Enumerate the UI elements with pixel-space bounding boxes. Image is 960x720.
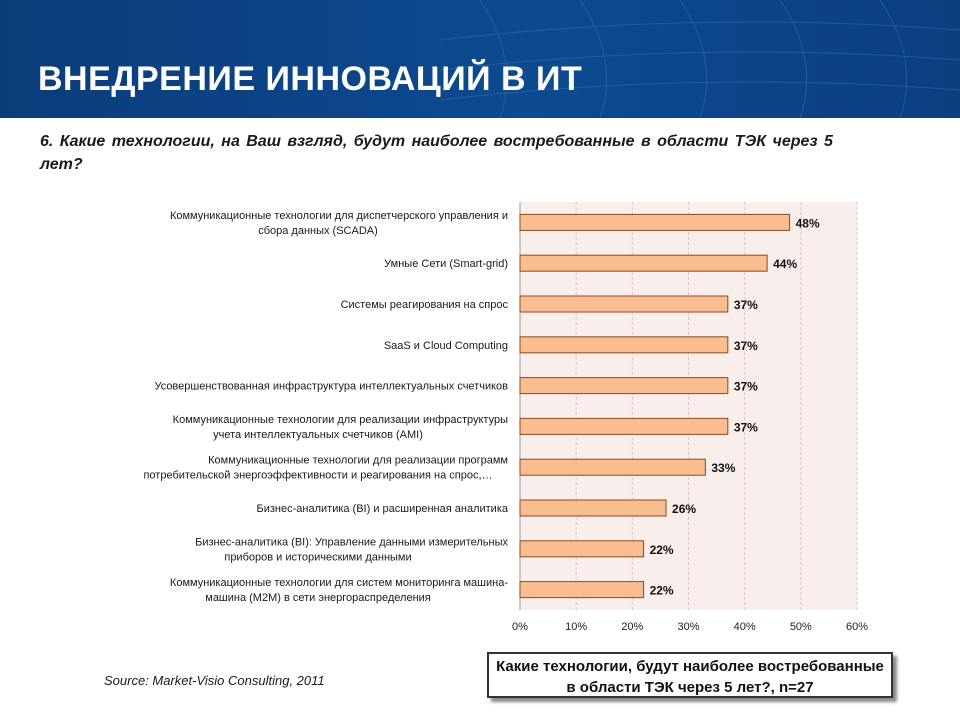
survey-question: 6. Какие технологии, на Ваш взгляд, буду… bbox=[40, 133, 833, 173]
category-label: сбора данных (SCADA) bbox=[258, 225, 378, 237]
bar bbox=[519, 417, 729, 435]
category-label: Коммуникационные технологии для реализац… bbox=[208, 455, 508, 467]
category-label: приборов и историческими данными bbox=[224, 551, 411, 563]
category-label: Бизнес-аналитика (BI): Управление данным… bbox=[195, 536, 508, 548]
x-tick-label: 50% bbox=[790, 621, 812, 633]
bar bbox=[519, 540, 645, 558]
caption-line-2: в области ТЭК через 5 лет?, n=27 bbox=[566, 679, 814, 696]
x-tick-label: 10% bbox=[565, 621, 587, 633]
category-label: машина (M2M) в сети энергораспределения bbox=[205, 592, 431, 604]
category-label: SaaS и Cloud Computing bbox=[384, 340, 508, 352]
source-note: Source: Market-Visio Consulting, 2011 bbox=[104, 673, 325, 688]
x-tick-label: 60% bbox=[846, 621, 868, 633]
bar-value-label: 44% bbox=[773, 257, 797, 271]
category-label: Усовершенствованная инфраструктура интел… bbox=[154, 381, 508, 393]
bar-value-label: 37% bbox=[734, 380, 758, 394]
slide-header: ВНЕДРЕНИЕ ИННОВАЦИЙ В ИТ bbox=[0, 0, 960, 118]
bar bbox=[519, 458, 706, 476]
x-tick-label: 0% bbox=[512, 621, 528, 633]
bar-value-label: 22% bbox=[650, 584, 674, 598]
x-tick-label: 40% bbox=[734, 621, 756, 633]
category-label: Бизнес-аналитика (BI) и расширенная анал… bbox=[257, 503, 509, 515]
bar bbox=[519, 499, 667, 517]
chart-caption-box: Какие технологии, будут наиболее востреб… bbox=[487, 652, 893, 698]
bar bbox=[519, 213, 791, 231]
x-tick-label: 30% bbox=[677, 621, 699, 633]
bar-value-label: 48% bbox=[796, 216, 820, 230]
category-label: Коммуникационные технологии для систем м… bbox=[170, 577, 508, 589]
bar bbox=[519, 254, 768, 272]
caption-line-1: Какие технологии, будут наиболее востреб… bbox=[496, 658, 884, 675]
bar-value-label: 37% bbox=[734, 420, 758, 434]
bar bbox=[519, 336, 729, 354]
bar-value-label: 37% bbox=[734, 339, 758, 353]
bar-value-label: 37% bbox=[734, 298, 758, 312]
header-grid-pattern bbox=[440, 0, 960, 118]
bar bbox=[519, 295, 729, 313]
category-label: Системы реагирования на спрос bbox=[341, 299, 509, 311]
x-tick-label: 20% bbox=[621, 621, 643, 633]
bar bbox=[519, 581, 645, 599]
category-label: Умные Сети (Smart-grid) bbox=[384, 258, 508, 270]
category-label: Коммуникационные технологии для диспетче… bbox=[170, 210, 508, 222]
bar-value-label: 22% bbox=[650, 543, 674, 557]
bar bbox=[519, 377, 729, 395]
category-label: учета интеллектуальных счетчиков (AMI) bbox=[213, 429, 423, 441]
bar-value-label: 26% bbox=[672, 502, 696, 516]
bar-value-label: 33% bbox=[711, 461, 735, 475]
category-label: Коммуникационные технологии для реализац… bbox=[173, 414, 508, 426]
category-label: потребительской энергоэффективности и ре… bbox=[143, 470, 492, 482]
slide-title: ВНЕДРЕНИЕ ИННОВАЦИЙ В ИТ bbox=[38, 60, 583, 98]
